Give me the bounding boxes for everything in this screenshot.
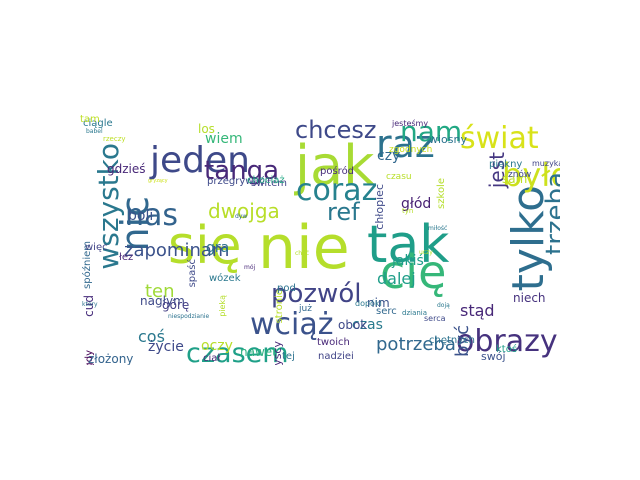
cloud-word: wiosny bbox=[429, 133, 467, 146]
cloud-word: pieką bbox=[218, 295, 227, 317]
cloud-word: było bbox=[502, 156, 560, 194]
cloud-word: sam bbox=[502, 172, 528, 186]
cloud-word: jeden bbox=[150, 140, 250, 181]
cloud-word: pozwól bbox=[271, 279, 362, 309]
cloud-word: spaść bbox=[187, 259, 198, 288]
cloud-word: gdzieś bbox=[107, 162, 146, 176]
cloud-word: nas bbox=[125, 198, 179, 233]
cloud-word: dopóki bbox=[355, 299, 382, 308]
cloud-word: pod bbox=[277, 283, 296, 294]
cloud-word: jak bbox=[295, 134, 375, 197]
cloud-word: serc bbox=[376, 306, 397, 317]
cloud-word: świtem bbox=[251, 178, 287, 189]
cloud-word: już bbox=[299, 304, 312, 314]
cloud-word: dziania bbox=[402, 309, 428, 317]
cloud-word: nawet bbox=[240, 345, 277, 359]
cloud-word: niespodzianie bbox=[168, 313, 210, 320]
cloud-word: łez bbox=[119, 252, 134, 263]
cloud-word: chcesz bbox=[295, 116, 377, 144]
cloud-word: boli bbox=[128, 208, 154, 224]
cloud-word: tyn bbox=[402, 207, 414, 215]
cloud-word: nie bbox=[258, 213, 350, 283]
cloud-word: obrazy bbox=[456, 324, 558, 359]
cloud-word: tanga bbox=[204, 156, 280, 186]
cloud-word: który bbox=[82, 301, 98, 308]
cloud-word: nim bbox=[367, 296, 390, 310]
cloud-word: tak bbox=[367, 215, 450, 275]
cloud-word: tej bbox=[282, 351, 295, 362]
cloud-word: babel bbox=[86, 128, 103, 135]
cloud-word: ciał bbox=[203, 353, 221, 364]
cloud-word: głód bbox=[401, 196, 432, 212]
cloud-word: trzeba bbox=[541, 172, 560, 255]
cloud-word: jakiś bbox=[392, 253, 424, 269]
cloud-word: czasem bbox=[186, 338, 289, 365]
cloud-word: przegrywać bbox=[207, 176, 266, 187]
word-cloud: sięnietakjaktylkocięnicjedenrazcorazbyło… bbox=[80, 115, 560, 365]
cloud-word: wiem bbox=[205, 131, 243, 147]
cloud-word: chociaż bbox=[247, 175, 285, 186]
cloud-word: miłość bbox=[428, 225, 448, 232]
cloud-word: gra bbox=[206, 240, 230, 256]
cloud-word: uczy bbox=[419, 249, 433, 256]
cloud-word: coś bbox=[138, 327, 165, 346]
cloud-word: niech bbox=[513, 291, 546, 305]
cloud-word: pośród bbox=[320, 166, 355, 177]
cloud-word: ktoś bbox=[496, 344, 518, 355]
cloud-word: nadziei bbox=[318, 351, 354, 362]
cloud-word: chłopiec bbox=[373, 184, 386, 230]
cloud-word: świat bbox=[460, 121, 539, 156]
cloud-word: mój bbox=[244, 264, 256, 271]
cloud-word: stronie bbox=[274, 289, 285, 324]
cloud-word: nam bbox=[400, 115, 463, 148]
cloud-word: dyw bbox=[235, 213, 248, 220]
cloud-word: choć bbox=[295, 250, 310, 257]
cloud-word: twoich bbox=[317, 337, 350, 348]
cloud-word: serca bbox=[424, 314, 446, 323]
cloud-word: znów bbox=[508, 170, 532, 180]
cloud-word: gryzący bbox=[148, 178, 168, 184]
cloud-word: doją bbox=[437, 302, 450, 309]
cloud-word: oczy bbox=[201, 338, 233, 354]
cloud-word: złożony bbox=[88, 352, 134, 365]
cloud-word: czas bbox=[352, 317, 383, 333]
cloud-word: ten bbox=[145, 281, 175, 302]
cloud-word: górę bbox=[162, 298, 190, 312]
cloud-word: czasu bbox=[386, 172, 412, 182]
cloud-word: chętnych bbox=[429, 335, 476, 346]
cloud-word: stąd bbox=[460, 301, 495, 320]
cloud-word: ref bbox=[327, 198, 360, 226]
cloud-word: tam bbox=[80, 115, 100, 125]
cloud-word: los bbox=[198, 122, 215, 136]
cloud-word: czy bbox=[377, 148, 401, 164]
cloud-word: muzyka bbox=[532, 159, 560, 168]
cloud-word: wciąż bbox=[250, 307, 334, 342]
cloud-word: życie bbox=[148, 339, 184, 355]
cloud-word: piękny bbox=[489, 159, 523, 170]
cloud-word: szkole bbox=[436, 178, 447, 209]
cloud-word: dalej bbox=[377, 269, 416, 288]
cloud-word: swój bbox=[481, 350, 506, 363]
cloud-word: rzeczy bbox=[103, 135, 126, 143]
cloud-word: wózek bbox=[209, 273, 241, 284]
cloud-word: potrzeba bbox=[376, 334, 456, 355]
cloud-word: coraz bbox=[296, 173, 378, 208]
cloud-word: dwojga bbox=[208, 199, 280, 223]
cloud-word: zapominam bbox=[124, 240, 230, 261]
cloud-word: zgodnych bbox=[389, 145, 433, 155]
cloud-word: jesteśmy bbox=[392, 119, 429, 128]
cloud-word: obok bbox=[338, 318, 368, 332]
cloud-word: ciągle bbox=[83, 118, 113, 129]
cloud-word: więc bbox=[85, 242, 108, 253]
cloud-word: się bbox=[168, 216, 242, 276]
cloud-word: nagłym bbox=[140, 294, 185, 308]
cloud-word: wszyscy bbox=[271, 341, 284, 365]
cloud-word: raz bbox=[376, 122, 435, 166]
cloud-word: cię bbox=[380, 245, 447, 299]
